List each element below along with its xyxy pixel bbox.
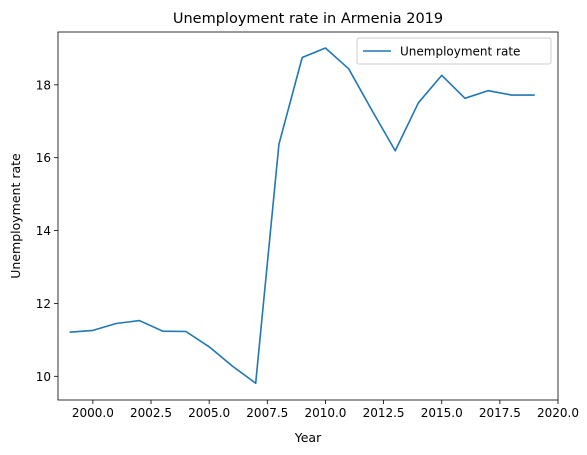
x-tick-label: 2012.5 (363, 406, 405, 420)
legend-box (356, 37, 552, 65)
series-layer (69, 47, 535, 385)
x-tick-label: 2005.0 (188, 406, 230, 420)
legend-entry-unemployment-rate: Unemployment rate (400, 45, 520, 59)
x-tick-label: 2002.5 (130, 406, 172, 420)
y-tick-label: 12 (36, 297, 51, 311)
x-tick-label: 2000.0 (72, 406, 114, 420)
y-tick-label: 14 (36, 224, 51, 238)
x-tick-label: 2010.0 (304, 406, 346, 420)
y-axis-ticks: 10 12 14 16 18 (36, 78, 58, 384)
x-axis-label: Year (294, 430, 322, 445)
series-line-unemployment-rate (69, 47, 535, 385)
x-tick-label: 2007.5 (246, 406, 288, 420)
chart-title: Unemployment rate in Armenia 2019 (173, 11, 443, 27)
y-tick-label: 18 (36, 78, 51, 92)
y-tick-label: 10 (36, 370, 51, 384)
x-tick-label: 2020.0 (537, 406, 579, 420)
x-axis-ticks: 2000.0 2002.5 2005.0 2007.5 2010.0 2012.5 2015… (72, 400, 579, 420)
x-tick-label: 2015.0 (421, 406, 463, 420)
x-tick-label: 2017.5 (479, 406, 521, 420)
plot-frame (57, 31, 559, 401)
legend: Unemployment rate (356, 37, 552, 65)
y-axis-label: Unemployment rate (8, 153, 23, 279)
y-tick-label: 16 (36, 151, 51, 165)
